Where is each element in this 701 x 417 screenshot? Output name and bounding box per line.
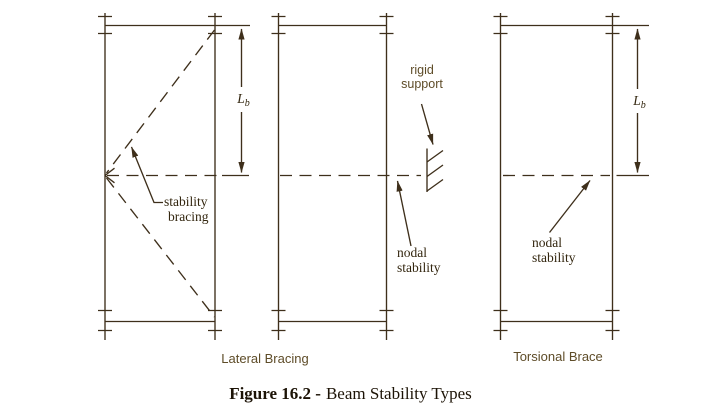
annotation-line: stability — [397, 260, 441, 275]
annotation-line: stability — [164, 194, 208, 209]
annotation-line: nodal — [532, 235, 562, 250]
right-beam-diagram — [493, 13, 649, 340]
group-label-torsional-brace: Torsional Brace — [513, 349, 603, 364]
annotation-line: bracing — [168, 209, 209, 224]
group-label-lateral-bracing: Lateral Bracing — [221, 351, 309, 366]
lb-dimension-label-right: Lb — [623, 93, 656, 111]
nodal-stability-leader-right — [548, 180, 591, 233]
lb-symbol: L — [237, 91, 245, 106]
figure-caption-title: Beam Stability Types — [325, 384, 472, 403]
annotation-line: rigid — [410, 63, 434, 77]
rigid-support-icon — [426, 148, 444, 192]
figure-caption: Figure 16.2 - Beam Stability Types — [0, 383, 701, 404]
beam-outline — [271, 13, 394, 340]
stability-bracing-leader — [130, 146, 163, 204]
nodal-stability-annotation-right: nodal stability — [532, 235, 576, 265]
lb-dimension-label-left: Lb — [227, 91, 260, 109]
stability-bracing-annotation: stability bracing — [164, 194, 208, 224]
nodal-stability-annotation-mid: nodal stability — [397, 245, 441, 275]
rigid-support-annotation: rigid support — [391, 63, 453, 91]
figure-caption-number: Figure 16.2 - — [229, 384, 321, 403]
annotation-line: stability — [532, 250, 576, 265]
left-beam-diagram — [98, 13, 250, 340]
middle-beam-diagram — [271, 13, 444, 340]
annotation-line: nodal — [397, 245, 427, 260]
lb-subscript: b — [244, 98, 250, 109]
beam-outline — [98, 13, 250, 340]
diagonal-brace-lines — [104, 29, 216, 318]
beam-outline — [493, 13, 649, 340]
lb-subscript: b — [640, 100, 646, 111]
rigid-support-leader — [420, 103, 434, 145]
lb-symbol: L — [633, 93, 641, 108]
nodal-stability-leader-mid — [396, 180, 412, 247]
annotation-line: support — [401, 77, 443, 91]
